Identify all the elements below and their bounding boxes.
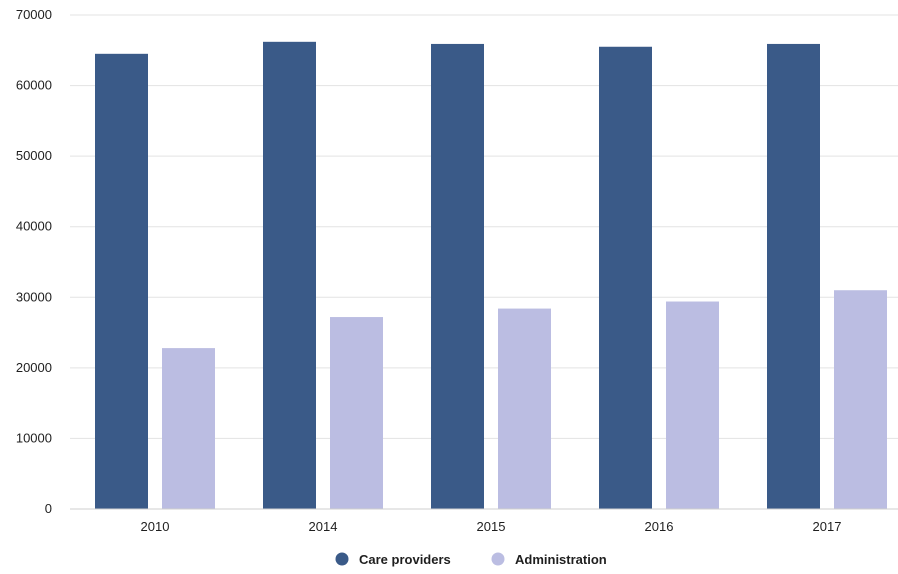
bar-care-providers-2016[interactable]	[599, 46, 652, 509]
bar-care-providers-2014[interactable]	[263, 41, 316, 510]
y-tick-label: 50000	[16, 148, 52, 163]
y-tick-label: 10000	[16, 430, 52, 445]
legend-marker	[491, 552, 505, 566]
x-tick-label: 2014	[309, 519, 338, 534]
bar-administration-2017[interactable]	[834, 290, 887, 509]
x-tick-label: 2015	[477, 519, 506, 534]
bar-care-providers-2017[interactable]	[767, 43, 820, 509]
legend-marker	[335, 552, 349, 566]
legend-label: Care providers	[359, 552, 451, 567]
legend-label: Administration	[515, 552, 607, 567]
bar-care-providers-2015[interactable]	[431, 43, 484, 509]
legend: Care providers Administration	[335, 552, 607, 567]
bar-administration-2010[interactable]	[162, 348, 215, 509]
bar-administration-2014[interactable]	[330, 317, 383, 509]
legend-item-care-providers[interactable]: Care providers	[335, 552, 451, 567]
y-tick-label: 0	[45, 501, 52, 516]
y-tick-label: 70000	[16, 7, 52, 22]
bar-administration-2015[interactable]	[498, 308, 551, 509]
x-tick-label: 2017	[813, 519, 842, 534]
y-axis-tick-labels: 0 10000 20000 30000 40000 50000 60000 70000	[16, 7, 52, 516]
bar-administration-2016[interactable]	[666, 301, 719, 509]
y-tick-label: 20000	[16, 360, 52, 375]
y-tick-label: 60000	[16, 78, 52, 93]
x-tick-label: 2010	[141, 519, 170, 534]
x-axis-tick-labels: 2010 2014 2015 2016 2017	[141, 519, 842, 534]
legend-item-administration[interactable]: Administration	[491, 552, 607, 567]
y-tick-label: 30000	[16, 289, 52, 304]
bar-care-providers-2010[interactable]	[95, 53, 148, 510]
x-tick-label: 2016	[645, 519, 674, 534]
bars	[95, 41, 887, 510]
y-tick-label: 40000	[16, 219, 52, 234]
